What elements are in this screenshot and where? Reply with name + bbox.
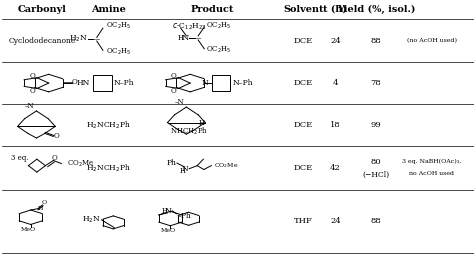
Text: 99: 99 [371,121,381,129]
Text: H$_2$N: H$_2$N [82,215,100,225]
Text: N: N [202,79,209,87]
Text: MeO: MeO [160,228,175,233]
Text: (no AcOH used): (no AcOH used) [407,38,456,43]
Text: O: O [54,132,59,141]
Text: N–Ph: N–Ph [232,79,253,87]
Text: HN: HN [77,79,90,87]
Text: OC$_2$H$_5$: OC$_2$H$_5$ [106,47,132,57]
Text: (−HCl): (−HCl) [362,171,390,179]
Text: H: H [162,207,168,215]
Text: NHCH$_2$Ph: NHCH$_2$Ph [170,126,208,137]
Text: –Ph: –Ph [178,212,191,220]
Text: 80: 80 [371,158,381,166]
Text: DCE: DCE [294,164,313,172]
Text: 24: 24 [330,217,341,225]
Text: CO$_2$Me: CO$_2$Me [214,161,238,170]
Text: H: H [37,206,43,211]
Text: H$_2$NCH$_2$Ph: H$_2$NCH$_2$Ph [86,163,131,174]
Text: N: N [182,165,189,173]
Text: 3 eq. NaBH(OAc)₃,: 3 eq. NaBH(OAc)₃, [402,159,461,164]
Text: MeO: MeO [21,227,36,232]
Text: N: N [182,34,189,42]
Text: H: H [178,34,184,42]
Text: O: O [52,154,58,163]
Text: H: H [180,167,186,175]
Text: OC$_2$H$_5$: OC$_2$H$_5$ [206,45,231,55]
Text: Cyclododecanone: Cyclododecanone [9,36,76,45]
Text: Product: Product [191,5,234,13]
Text: 4: 4 [333,79,338,87]
Text: —: — [192,34,201,42]
Text: 88: 88 [371,36,381,45]
Text: H$_2$N: H$_2$N [69,34,87,44]
Text: N: N [165,207,172,215]
Text: DCE: DCE [294,36,313,45]
Text: no AcOH used: no AcOH used [409,171,454,176]
Text: 42: 42 [330,164,341,172]
Text: OC$_2$H$_5$: OC$_2$H$_5$ [106,21,132,31]
Text: 3 eq.: 3 eq. [11,154,28,163]
Text: 24: 24 [330,36,341,45]
Text: H$_2$NCH$_2$Ph: H$_2$NCH$_2$Ph [86,119,131,131]
Text: N–Ph: N–Ph [114,79,134,87]
Text: O: O [29,86,35,94]
Text: $c$-C$_{12}$H$_{23}$: $c$-C$_{12}$H$_{23}$ [172,21,207,31]
Text: —: — [91,35,100,43]
Text: O: O [72,78,78,86]
Text: –N: –N [174,98,184,107]
Text: Carbonyl: Carbonyl [18,5,67,13]
Text: CO$_2$Me: CO$_2$Me [67,158,94,169]
Text: –N: –N [25,102,34,110]
Text: 88: 88 [371,217,381,225]
Text: O: O [41,200,46,205]
Text: H: H [198,118,204,127]
Text: t (h): t (h) [323,5,347,13]
Text: O: O [171,86,177,94]
Text: 18: 18 [330,121,341,129]
Text: DCE: DCE [294,121,313,129]
Text: THF: THF [294,217,313,225]
Text: Amine: Amine [91,5,126,13]
Text: O: O [171,72,177,80]
Text: 78: 78 [371,79,381,87]
Text: Yield (%, isol.): Yield (%, isol.) [337,4,415,14]
Text: OC$_2$H$_5$: OC$_2$H$_5$ [206,20,231,31]
Text: Ph: Ph [166,159,176,167]
Text: Solvent: Solvent [283,5,324,13]
Text: DCE: DCE [294,79,313,87]
Text: O: O [29,72,35,80]
